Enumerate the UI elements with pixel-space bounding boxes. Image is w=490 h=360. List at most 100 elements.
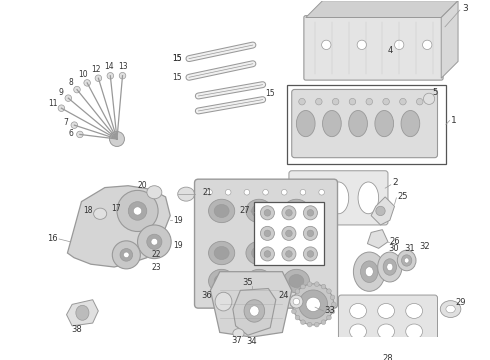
Ellipse shape <box>264 210 270 216</box>
Text: 13: 13 <box>119 62 128 71</box>
Ellipse shape <box>286 230 292 237</box>
Ellipse shape <box>120 248 133 261</box>
Ellipse shape <box>250 306 259 316</box>
Ellipse shape <box>357 40 367 50</box>
FancyBboxPatch shape <box>339 295 438 352</box>
Ellipse shape <box>76 131 83 138</box>
Ellipse shape <box>416 98 423 105</box>
Ellipse shape <box>307 230 314 237</box>
Ellipse shape <box>293 298 300 305</box>
Ellipse shape <box>282 226 296 240</box>
Ellipse shape <box>282 247 296 261</box>
Ellipse shape <box>327 289 331 293</box>
Ellipse shape <box>209 269 235 293</box>
Text: 27: 27 <box>239 206 250 215</box>
Ellipse shape <box>300 189 306 195</box>
Ellipse shape <box>95 75 101 81</box>
Text: 35: 35 <box>243 278 253 287</box>
Text: 20: 20 <box>137 181 147 190</box>
Text: 2: 2 <box>392 179 398 188</box>
Ellipse shape <box>378 303 394 318</box>
Ellipse shape <box>349 98 356 105</box>
Ellipse shape <box>353 252 385 291</box>
Ellipse shape <box>327 315 331 320</box>
Ellipse shape <box>286 251 292 257</box>
Ellipse shape <box>209 199 235 222</box>
Text: 25: 25 <box>397 193 408 202</box>
Ellipse shape <box>214 274 229 288</box>
Ellipse shape <box>423 93 435 104</box>
Text: 7: 7 <box>63 118 68 127</box>
Ellipse shape <box>401 111 420 137</box>
Ellipse shape <box>315 322 319 327</box>
Ellipse shape <box>298 182 319 214</box>
Ellipse shape <box>366 267 373 276</box>
Ellipse shape <box>292 309 296 314</box>
Ellipse shape <box>376 206 385 216</box>
Ellipse shape <box>109 131 124 147</box>
Ellipse shape <box>151 238 158 245</box>
Ellipse shape <box>117 190 158 231</box>
Bar <box>287 85 446 164</box>
Text: 6: 6 <box>68 129 73 138</box>
Ellipse shape <box>246 241 272 265</box>
Ellipse shape <box>215 292 232 311</box>
Ellipse shape <box>306 297 320 312</box>
Ellipse shape <box>138 225 171 258</box>
Ellipse shape <box>299 290 328 319</box>
Text: 8: 8 <box>69 78 74 87</box>
Text: 30: 30 <box>388 244 398 253</box>
Ellipse shape <box>307 210 314 216</box>
Ellipse shape <box>286 210 292 216</box>
Text: 18: 18 <box>83 206 93 215</box>
Ellipse shape <box>422 40 432 50</box>
Text: 11: 11 <box>49 99 58 108</box>
Ellipse shape <box>404 258 409 263</box>
Ellipse shape <box>406 303 422 318</box>
Ellipse shape <box>397 250 416 271</box>
Ellipse shape <box>251 274 267 288</box>
Ellipse shape <box>260 206 274 220</box>
Ellipse shape <box>316 98 322 105</box>
Ellipse shape <box>307 251 314 257</box>
Ellipse shape <box>283 199 310 222</box>
Ellipse shape <box>394 40 404 50</box>
Ellipse shape <box>295 315 300 320</box>
Ellipse shape <box>128 202 147 220</box>
Ellipse shape <box>214 204 229 217</box>
Ellipse shape <box>303 226 318 240</box>
Ellipse shape <box>112 241 140 269</box>
Ellipse shape <box>293 284 334 325</box>
Bar <box>254 202 324 265</box>
Ellipse shape <box>289 204 304 217</box>
Ellipse shape <box>260 226 274 240</box>
Ellipse shape <box>330 309 335 314</box>
Ellipse shape <box>378 324 394 339</box>
FancyBboxPatch shape <box>195 179 338 308</box>
Polygon shape <box>368 230 388 248</box>
Text: 33: 33 <box>324 306 335 315</box>
Ellipse shape <box>315 282 319 287</box>
Text: 37: 37 <box>231 336 242 345</box>
Ellipse shape <box>401 255 412 266</box>
Text: 10: 10 <box>78 70 88 79</box>
Text: 16: 16 <box>48 234 58 243</box>
Ellipse shape <box>76 305 89 320</box>
Polygon shape <box>441 1 458 78</box>
Ellipse shape <box>387 263 393 271</box>
Text: 15: 15 <box>172 73 181 82</box>
Ellipse shape <box>251 247 267 260</box>
Ellipse shape <box>246 269 272 293</box>
Ellipse shape <box>119 72 126 79</box>
Polygon shape <box>371 197 394 225</box>
Ellipse shape <box>292 295 296 300</box>
Text: 5: 5 <box>433 88 438 97</box>
Ellipse shape <box>361 261 378 283</box>
Ellipse shape <box>246 199 272 222</box>
Ellipse shape <box>133 207 142 215</box>
Ellipse shape <box>233 329 244 338</box>
Ellipse shape <box>283 241 310 265</box>
Ellipse shape <box>282 206 296 220</box>
Ellipse shape <box>383 259 396 275</box>
Ellipse shape <box>84 80 91 86</box>
